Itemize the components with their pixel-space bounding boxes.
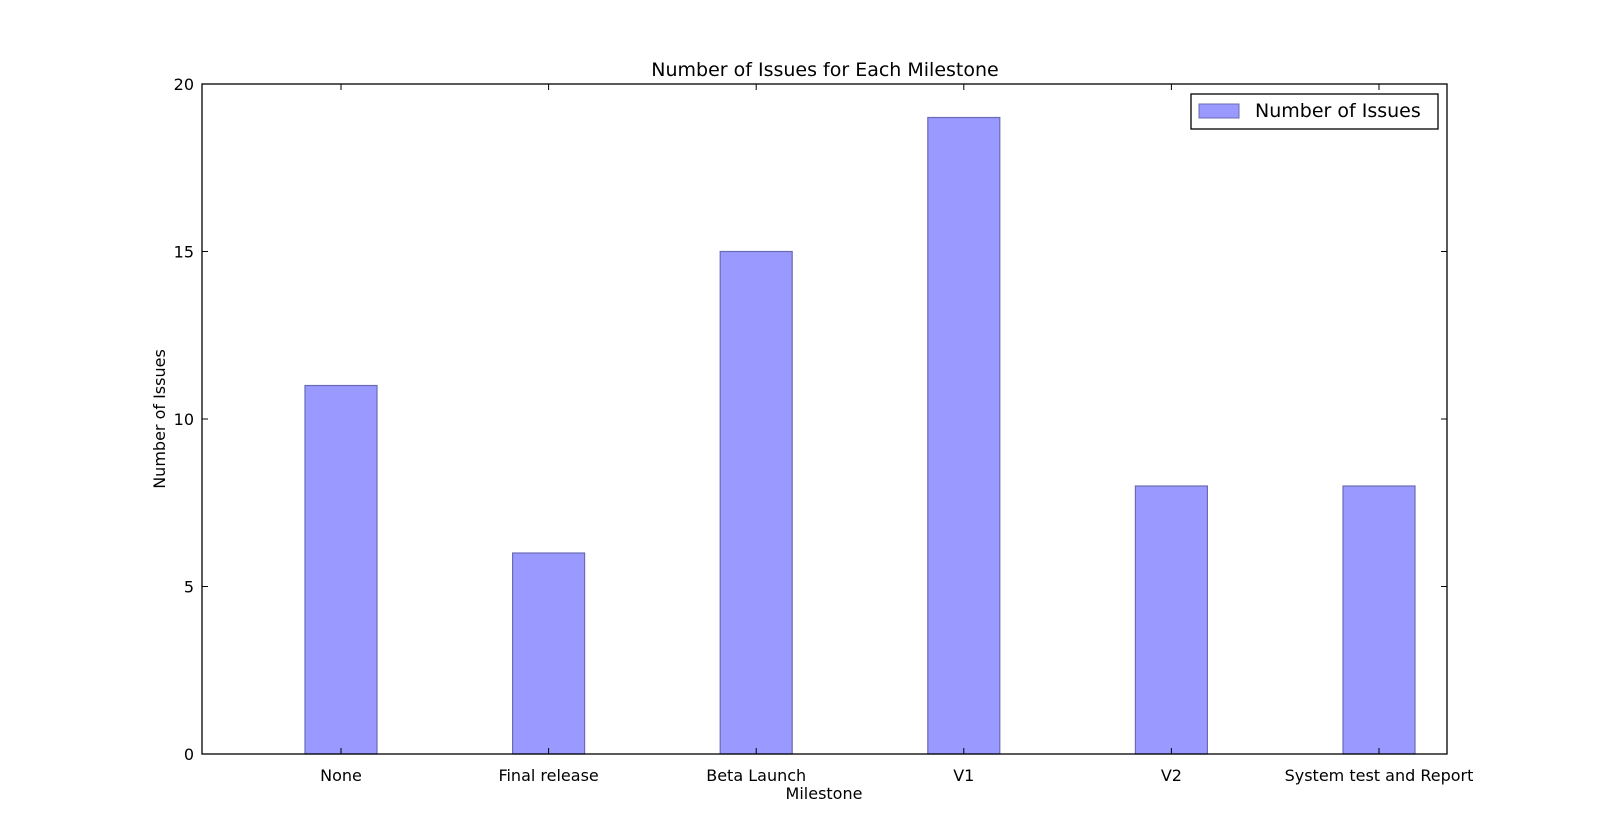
y-axis-label: Number of Issues: [150, 349, 169, 489]
ticks-layer: None Final release Beta Launch V1 V2 System t…: [174, 75, 1474, 785]
x-tick-label-3: V1: [953, 766, 974, 785]
bar-1: [511, 552, 586, 755]
bar-3: [927, 116, 1001, 755]
x-tick-label-0: None: [320, 766, 362, 785]
bar-2: [719, 250, 793, 755]
y-tick-label-0: 0: [184, 745, 194, 764]
legend-label: Number of Issues: [1255, 100, 1421, 122]
y-tick-label-3: 15: [174, 243, 194, 262]
bar-5: [1342, 485, 1416, 755]
bar-0: [304, 384, 378, 755]
legend-swatch: [1198, 103, 1240, 119]
plot-area-frame: [201, 83, 1448, 755]
x-tick-label-1: Final release: [498, 766, 598, 785]
x-tick-label-4: V2: [1161, 766, 1182, 785]
x-tick-label-2: Beta Launch: [706, 766, 806, 785]
x-axis-label: Milestone: [786, 784, 863, 803]
y-tick-label-2: 10: [174, 410, 194, 429]
y-tick-label-4: 20: [174, 75, 194, 94]
bar-4: [1134, 485, 1209, 755]
bars-layer: [304, 116, 1416, 755]
legend: Number of Issues: [1190, 93, 1439, 130]
x-tick-label-5: System test and Report: [1285, 766, 1474, 785]
chart-title: Number of Issues for Each Milestone: [651, 59, 998, 81]
y-tick-label-1: 5: [184, 578, 194, 597]
